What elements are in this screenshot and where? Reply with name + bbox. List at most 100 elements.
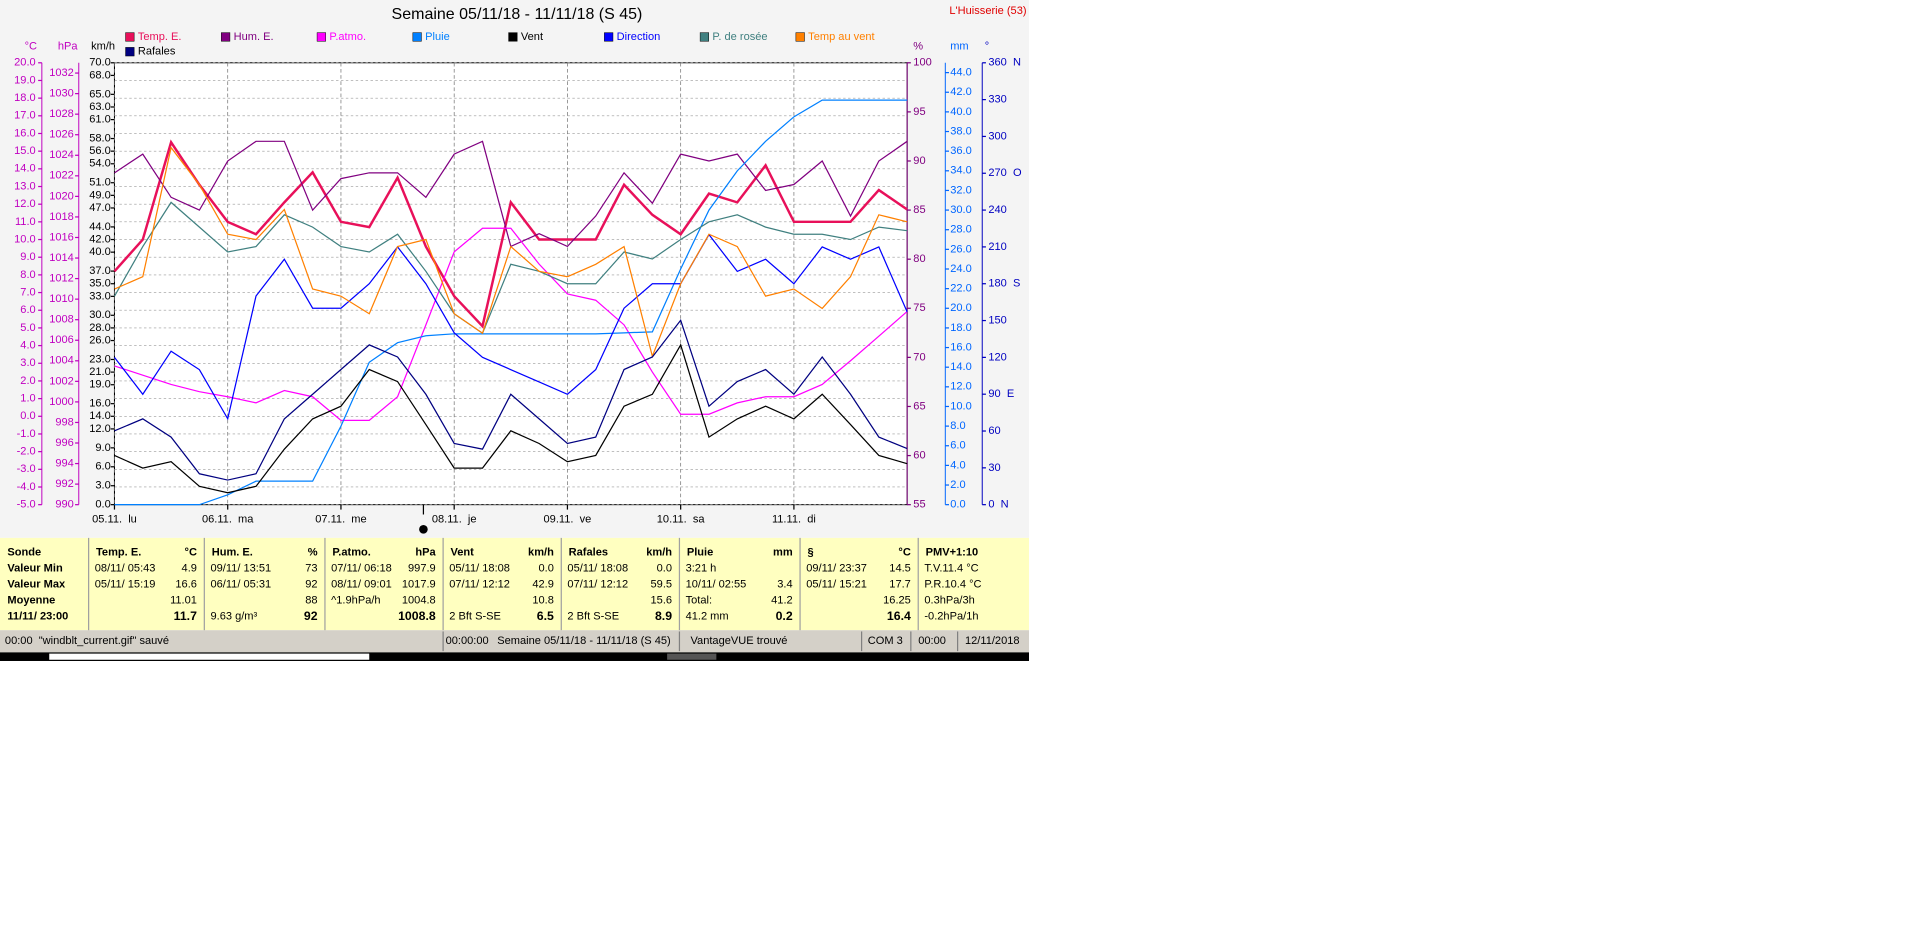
cell-text: 10/11/ 02:55 bbox=[686, 579, 747, 591]
row-label: 11/11/ 23:00 bbox=[7, 611, 68, 623]
y-tick-label: -2.0 bbox=[17, 446, 36, 458]
y-tick-label: 26.0 bbox=[89, 334, 111, 346]
series-line bbox=[113, 201, 908, 335]
y-tick-label: 1002 bbox=[49, 375, 74, 387]
y-tick-label: 1010 bbox=[49, 293, 74, 305]
y-tick-label: 1028 bbox=[49, 108, 74, 120]
cell-text: 06/11/ 05:31 bbox=[210, 579, 271, 591]
cell-value: 73 bbox=[305, 563, 317, 575]
y-tick-label: -3.0 bbox=[17, 463, 36, 475]
cell-text: 3:21 h bbox=[686, 563, 717, 575]
cell-value: 14.5 bbox=[889, 563, 911, 575]
cursor-marker[interactable] bbox=[419, 524, 428, 534]
series-line bbox=[114, 99, 908, 506]
cell-text: -0.2hPa/1h bbox=[924, 611, 978, 623]
y-tick-label: 994 bbox=[55, 457, 73, 469]
column-header: P.atmo. bbox=[332, 547, 371, 559]
cell-value: 16.4 bbox=[887, 609, 911, 623]
column-unit: km/h bbox=[646, 547, 672, 559]
cell-text: T.V.11.4 °C bbox=[924, 563, 978, 575]
cell-text: 2 Bft S-SE bbox=[449, 611, 501, 623]
column-header: Hum. E. bbox=[212, 547, 253, 559]
y-tick-label: 34.0 bbox=[950, 165, 972, 177]
y-tick-label: 65.0 bbox=[89, 88, 111, 100]
y-tick-label: 60 bbox=[988, 425, 1000, 437]
column-unit: hPa bbox=[415, 547, 436, 559]
y-tick-label: 270 O bbox=[988, 167, 1022, 179]
y-tick-label: 6.0 bbox=[950, 440, 965, 452]
y-tick-label: 5.0 bbox=[20, 322, 35, 334]
y-tick-label: 55 bbox=[913, 499, 925, 511]
status-timer: 00:00:00 bbox=[446, 635, 489, 647]
cell-value: 92 bbox=[304, 609, 318, 623]
y-tick-label: 51.0 bbox=[89, 177, 111, 189]
y-tick-label: 35.0 bbox=[89, 278, 111, 290]
x-tick-label: 05.11. lu bbox=[92, 513, 137, 525]
y-tick-label: 33.0 bbox=[89, 290, 111, 302]
cell-value: 15.6 bbox=[651, 595, 673, 607]
cell-text: P.R.10.4 °C bbox=[924, 579, 981, 591]
axis-unit: °C bbox=[25, 41, 37, 53]
status-port: COM 3 bbox=[868, 635, 903, 647]
y-tick-label: 19.0 bbox=[14, 74, 36, 86]
y-tick-label: 21.0 bbox=[89, 366, 111, 378]
legend-swatch bbox=[412, 32, 422, 42]
row-label: Valeur Min bbox=[7, 563, 63, 575]
y-tick-label: 54.0 bbox=[89, 158, 111, 170]
y-tick-label: 22.0 bbox=[950, 283, 972, 295]
cell-text: ^1.9hPa/h bbox=[331, 595, 380, 607]
status-message: 00:00 "windblt_current.gif" sauvé bbox=[5, 635, 169, 647]
legend-label: Temp au vent bbox=[808, 31, 874, 43]
cell-value: 42.9 bbox=[532, 579, 554, 591]
y-tick-label: 30.0 bbox=[950, 204, 972, 216]
legend-label: P. de rosée bbox=[712, 31, 767, 43]
legend-label: Direction bbox=[617, 31, 661, 43]
cell-value: 10.8 bbox=[532, 595, 554, 607]
y-tick-label: 1006 bbox=[49, 334, 74, 346]
y-tick-label: 44.0 bbox=[89, 221, 111, 233]
cell-value: 88 bbox=[305, 595, 317, 607]
y-tick-label: 180 S bbox=[988, 278, 1020, 290]
status-console: VantageVUE trouvé bbox=[691, 635, 788, 647]
cell-text: 07/11/ 12:12 bbox=[449, 579, 510, 591]
column-unit: °C bbox=[185, 547, 197, 559]
y-tick-label: 14.0 bbox=[89, 410, 111, 422]
y-tick-label: 1008 bbox=[49, 314, 74, 326]
scroll-thumb[interactable] bbox=[49, 653, 370, 660]
y-tick-label: 360 N bbox=[988, 57, 1021, 69]
cell-text: 09/11/ 23:37 bbox=[806, 563, 867, 575]
y-tick-label: 85 bbox=[913, 204, 925, 216]
y-tick-label: 90 bbox=[913, 155, 925, 167]
y-tick-label: 2.0 bbox=[950, 479, 965, 491]
y-tick-label: 28.0 bbox=[950, 224, 972, 236]
scroll-bar bbox=[0, 652, 1029, 661]
y-tick-label: 70.0 bbox=[89, 57, 111, 69]
x-tick-label: 11.11. di bbox=[772, 513, 816, 525]
y-tick-label: 0.0 bbox=[20, 410, 35, 422]
y-tick-label: 30 bbox=[988, 462, 1000, 474]
y-tick-label: 210 bbox=[988, 241, 1006, 253]
cell-value: 1017.9 bbox=[402, 579, 436, 591]
cell-text: 09/11/ 13:51 bbox=[210, 563, 271, 575]
chart-title: Semaine 05/11/18 - 11/11/18 (S 45) bbox=[392, 6, 643, 23]
cell-text: 9.63 g/m³ bbox=[210, 611, 257, 623]
y-tick-label: 0.0 bbox=[95, 499, 110, 511]
y-tick-label: 16.0 bbox=[14, 127, 36, 139]
plot-area bbox=[113, 62, 908, 506]
x-tick-label: 08.11. je bbox=[432, 513, 477, 525]
y-tick-label: -4.0 bbox=[17, 481, 36, 493]
y-tick-label: -1.0 bbox=[17, 428, 36, 440]
y-tick-label: 44.0 bbox=[950, 67, 972, 79]
y-tick-label: 30.0 bbox=[89, 309, 111, 321]
row-label: Moyenne bbox=[7, 595, 55, 607]
cell-value: 4.9 bbox=[182, 563, 197, 575]
y-tick-label: 36.0 bbox=[950, 145, 972, 157]
y-tick-label: 1030 bbox=[49, 88, 74, 100]
cell-value: 0.2 bbox=[776, 609, 793, 623]
cell-text: 07/11/ 12:12 bbox=[567, 579, 628, 591]
y-tick-label: 14.0 bbox=[950, 361, 972, 373]
y-tick-label: 75 bbox=[913, 302, 925, 314]
y-tick-label: 1020 bbox=[49, 190, 74, 202]
y-tick-label: 1014 bbox=[49, 252, 74, 264]
